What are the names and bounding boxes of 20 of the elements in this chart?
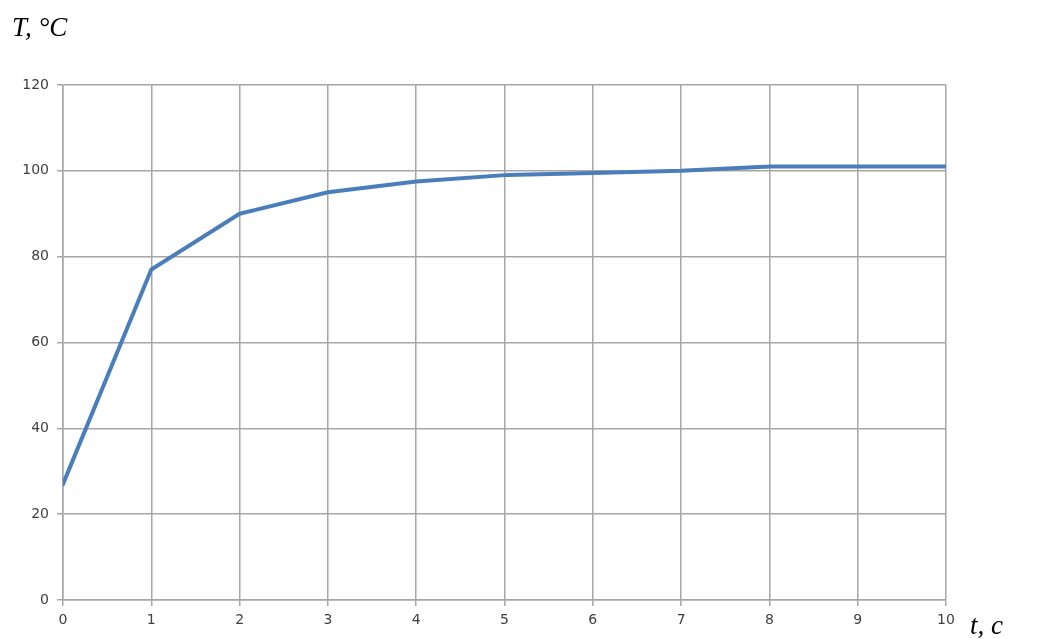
x-tick-label: 5 xyxy=(500,611,509,628)
y-axis-title: T, °C xyxy=(12,12,69,42)
x-tick-label: 7 xyxy=(676,611,686,628)
x-tick-label: 6 xyxy=(588,611,598,628)
x-axis-title: t, с xyxy=(970,610,1003,639)
x-tick-label: 3 xyxy=(323,611,333,628)
x-tick-label: 1 xyxy=(146,611,156,628)
x-tick-label: 9 xyxy=(853,611,863,628)
x-tick-label: 2 xyxy=(235,611,245,628)
x-tick-label: 10 xyxy=(937,611,955,628)
y-tick-label: 100 xyxy=(22,161,49,178)
x-tick-label: 8 xyxy=(764,611,774,628)
y-tick-label: 120 xyxy=(22,75,49,92)
y-tick-label: 60 xyxy=(31,333,49,350)
y-tick-label: 20 xyxy=(31,504,49,521)
x-tick-label: 0 xyxy=(58,611,68,628)
y-tick-label: 0 xyxy=(40,590,49,607)
y-tick-label: 80 xyxy=(31,247,49,264)
y-tick-label: 40 xyxy=(31,418,49,435)
x-tick-label: 4 xyxy=(411,611,421,628)
